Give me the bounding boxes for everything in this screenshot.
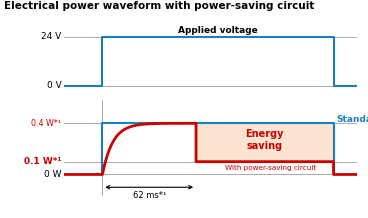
Text: 0 W: 0 W <box>44 170 61 179</box>
Text: With power-saving circuit: With power-saving circuit <box>225 165 316 171</box>
Text: Electrical power waveform with power-saving circuit: Electrical power waveform with power-sav… <box>4 1 314 11</box>
Text: 24 V: 24 V <box>41 32 61 41</box>
Text: Standard: Standard <box>336 115 368 124</box>
Text: 0 V: 0 V <box>47 81 61 90</box>
Text: 0.1 W*¹: 0.1 W*¹ <box>24 157 61 166</box>
Text: Energy
saving: Energy saving <box>245 129 284 151</box>
Text: Applied voltage: Applied voltage <box>178 26 258 35</box>
Text: 62 ms*¹: 62 ms*¹ <box>132 191 166 200</box>
Text: 0.4 W*¹: 0.4 W*¹ <box>31 119 61 128</box>
